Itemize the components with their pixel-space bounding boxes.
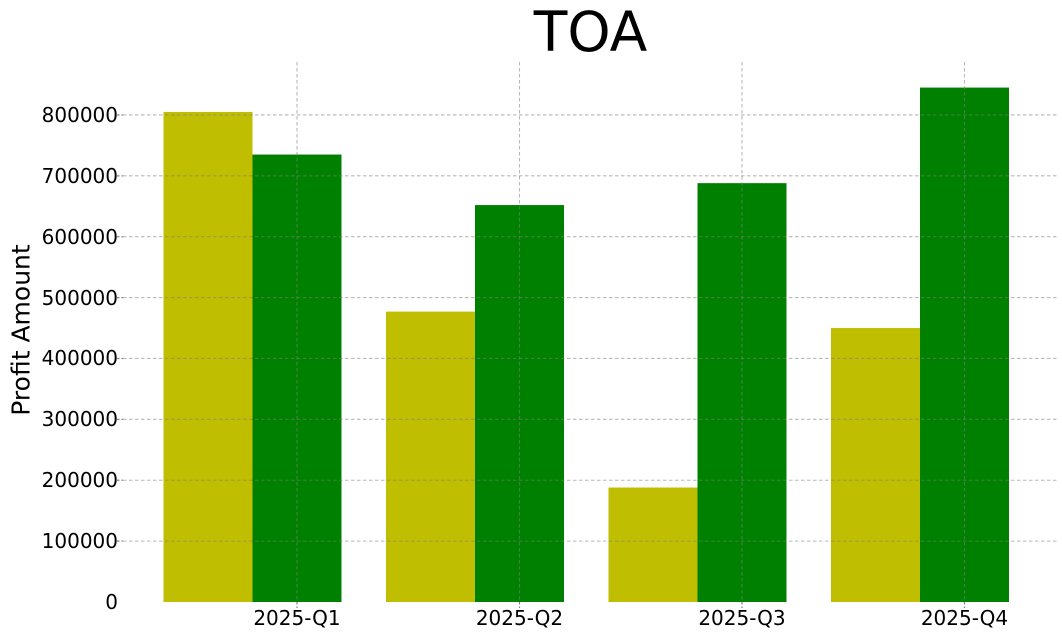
y-tick-label-0: 0	[105, 590, 118, 614]
y-tick-label-400000: 400000	[41, 346, 118, 371]
bar-2025-Q4-yellow	[831, 328, 920, 602]
bar-2025-Q2-green	[475, 205, 564, 602]
bar-2025-Q3-yellow	[608, 487, 698, 602]
x-tick-label-2025-Q1: 2025-Q1	[253, 606, 341, 630]
y-tick-label-600000: 600000	[41, 224, 118, 249]
y-tick-label-100000: 100000	[41, 529, 118, 554]
y-tick-label-200000: 200000	[41, 468, 118, 493]
bar-2025-Q1-green	[252, 154, 342, 603]
y-tick-label-800000: 800000	[41, 102, 118, 127]
x-tick-label-2025-Q3: 2025-Q3	[698, 606, 786, 630]
bar-2025-Q2-yellow	[386, 311, 475, 602]
x-tick-label-2025-Q2: 2025-Q2	[475, 606, 564, 630]
x-tick-label-2025-Q4: 2025-Q4	[920, 606, 1009, 630]
y-tick-label-700000: 700000	[41, 163, 118, 188]
y-tick-label-500000: 500000	[41, 285, 118, 310]
y-tick-label-300000: 300000	[41, 407, 118, 432]
bar-2025-Q1-yellow	[163, 111, 253, 602]
chart-title: TOA	[533, 0, 648, 64]
